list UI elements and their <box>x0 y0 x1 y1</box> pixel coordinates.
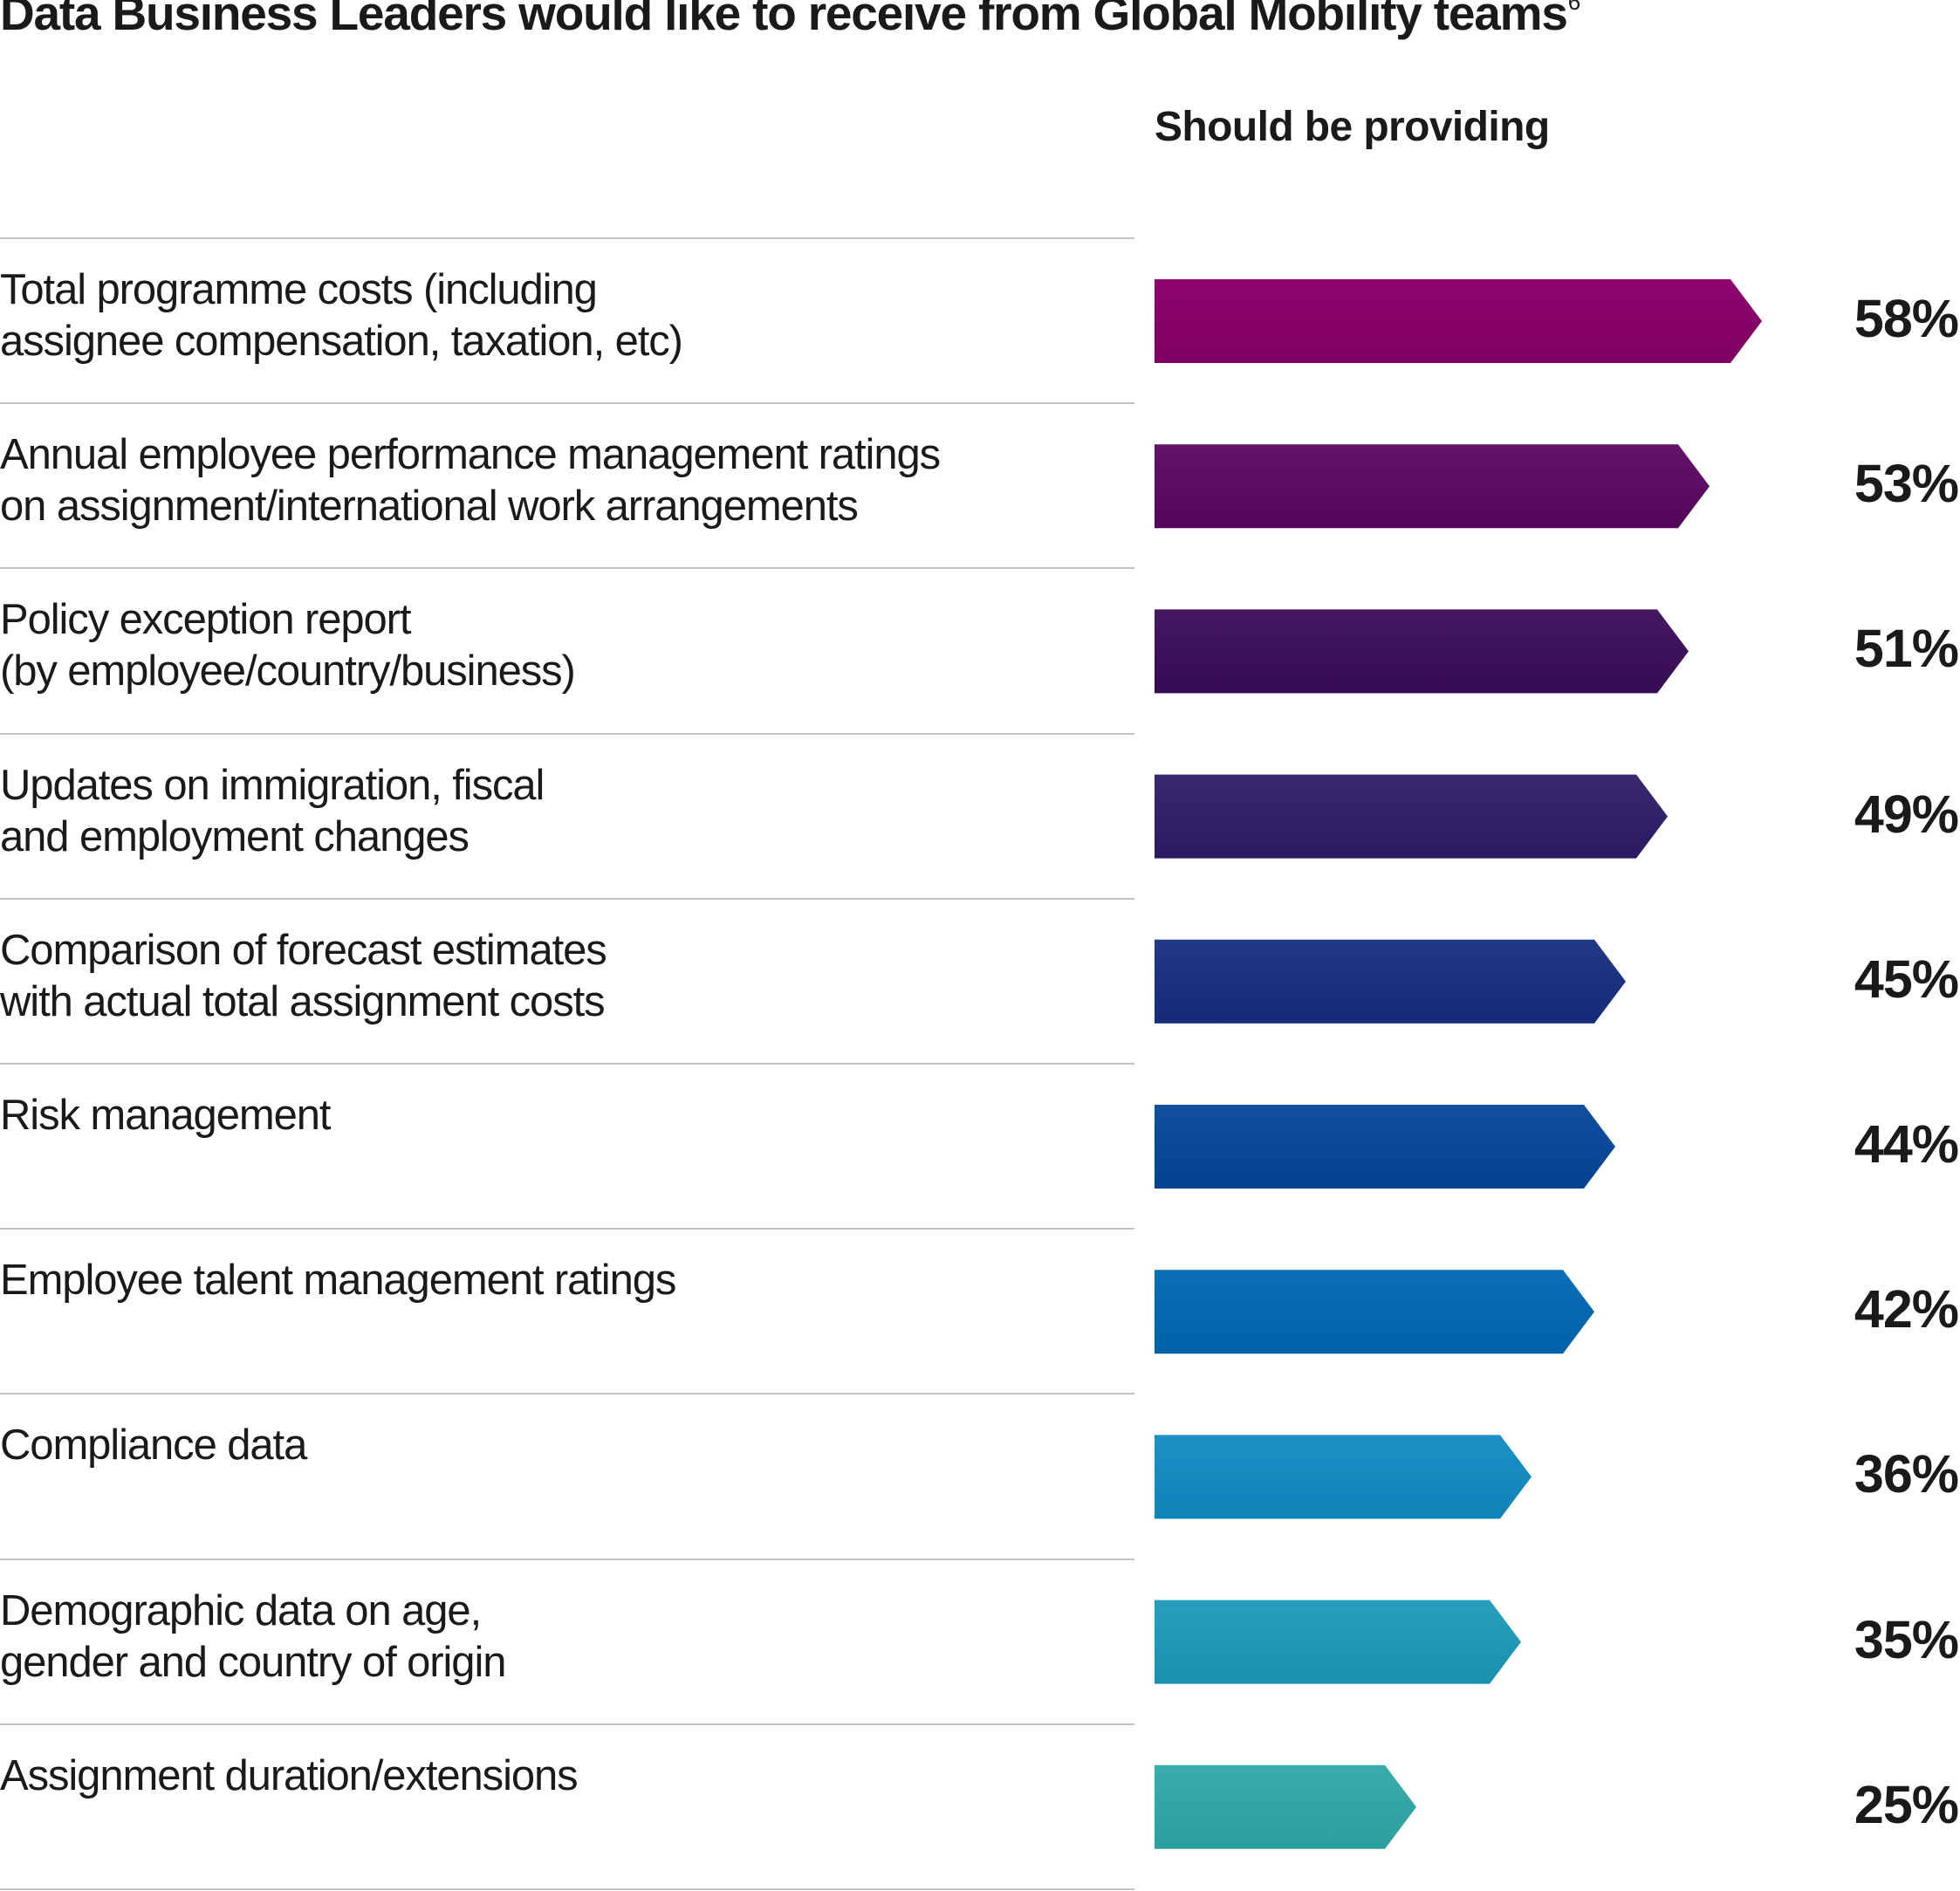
category-label: Policy exception report (by employee/coun… <box>0 594 1100 697</box>
category-label-line: Assignment duration/extensions <box>0 1752 579 1799</box>
value-label: 25% <box>1854 1775 1959 1834</box>
category-label: Risk management <box>0 1090 1100 1141</box>
category-label-line: gender and country of origin <box>0 1639 506 1686</box>
bar <box>1155 1435 1532 1519</box>
category-label: Compliance data <box>0 1420 1100 1471</box>
category-label-line: Compliance data <box>0 1422 307 1469</box>
bar <box>1155 444 1710 529</box>
value-label: 58% <box>1854 289 1959 348</box>
row-divider <box>0 1063 1134 1065</box>
category-label-line: Risk management <box>0 1092 332 1139</box>
category-label: Updates on immigration, fiscal and employ… <box>0 760 1100 863</box>
category-label-line: (by employee/country/business) <box>0 647 576 695</box>
value-label: 45% <box>1854 949 1959 1009</box>
category-label-line: Demographic data on age, <box>0 1587 482 1634</box>
row-divider <box>0 1559 1134 1560</box>
bar <box>1155 1600 1521 1684</box>
category-label-line: Updates on immigration, fiscal <box>0 762 545 809</box>
value-label: 49% <box>1854 784 1959 844</box>
category-label-line: Comparison of forecast estimates <box>0 927 607 974</box>
category-label-line: Employee talent management ratings <box>0 1257 676 1304</box>
value-label: 51% <box>1854 619 1959 678</box>
row-divider <box>0 1228 1134 1230</box>
category-label: Comparison of forecast estimates with act… <box>0 925 1100 1028</box>
category-label-line: with actual total assignment costs <box>0 978 606 1025</box>
value-label: 42% <box>1854 1279 1959 1339</box>
chart-title: Data Business Leaders would like to rece… <box>0 0 1580 42</box>
value-label: 36% <box>1854 1444 1959 1504</box>
series-header: Should be providing <box>1155 104 1550 150</box>
value-label: 44% <box>1854 1114 1959 1174</box>
footnote-marker: 6 <box>1567 0 1580 15</box>
category-label: Total programme costs (including assignee… <box>0 264 1100 367</box>
bar <box>1155 1270 1594 1354</box>
category-label: Annual employee performance management r… <box>0 429 1100 532</box>
row-divider <box>0 1393 1134 1394</box>
row-divider <box>0 898 1134 900</box>
bar <box>1155 609 1689 694</box>
category-label-line: on assignment/international work arrange… <box>0 483 859 530</box>
row-divider <box>0 567 1134 569</box>
category-label: Employee talent management ratings <box>0 1255 1100 1306</box>
chart-title-text: Data Business Leaders would like to rece… <box>0 0 1568 40</box>
value-label: 53% <box>1854 454 1959 513</box>
category-label-line: assignee compensation, taxation, etc) <box>0 318 683 365</box>
category-label-line: Policy exception report <box>0 596 412 643</box>
bar <box>1155 1764 1416 1849</box>
row-divider <box>0 237 1134 239</box>
bar <box>1155 279 1762 363</box>
category-label-line: Annual employee performance management r… <box>0 431 941 478</box>
bar <box>1155 939 1626 1024</box>
category-label-line: Total programme costs (including <box>0 266 598 313</box>
category-label: Assignment duration/extensions <box>0 1751 1100 1802</box>
bar <box>1155 1105 1615 1189</box>
row-divider <box>0 1723 1134 1725</box>
category-label-line: and employment changes <box>0 813 469 860</box>
bar <box>1155 774 1668 859</box>
row-divider <box>0 733 1134 735</box>
category-label: Demographic data on age, gender and count… <box>0 1586 1100 1689</box>
row-divider <box>0 1888 1134 1890</box>
row-divider <box>0 402 1134 404</box>
value-label: 35% <box>1854 1610 1959 1669</box>
